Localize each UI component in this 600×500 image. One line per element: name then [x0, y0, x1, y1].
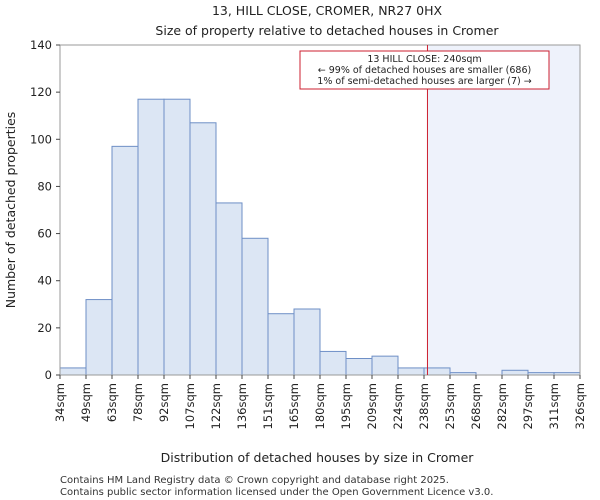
footer-line-2: Contains public sector information licen… [60, 487, 493, 498]
x-axis-title: Distribution of detached houses by size … [161, 450, 475, 465]
bar-195sqm [345, 358, 373, 376]
x-tick-label: 326sqm [573, 383, 587, 429]
x-tick-label: 297sqm [521, 383, 535, 429]
x-tick-label: 224sqm [391, 383, 405, 429]
bar-122sqm [215, 202, 243, 376]
x-tick-label: 34sqm [53, 383, 67, 422]
annotation-line-2: ← 99% of detached houses are smaller (68… [318, 65, 531, 76]
x-tick-label: 195sqm [339, 383, 353, 429]
x-tick-label: 253sqm [443, 383, 457, 429]
x-tick-label: 63sqm [105, 383, 119, 422]
bar-282sqm [501, 369, 529, 376]
x-tick-label: 238sqm [417, 383, 431, 429]
x-tick-label: 122sqm [209, 383, 223, 429]
x-tick-label: 92sqm [157, 383, 171, 422]
bar-92sqm [163, 98, 191, 376]
footer-line-1: Contains HM Land Registry data © Crown c… [60, 475, 449, 486]
bar-78sqm [137, 98, 165, 376]
chart-title: 13, HILL CLOSE, CROMER, NR27 0HX [212, 3, 443, 18]
annotation-line-3: 1% of semi-detached houses are larger (7… [317, 76, 531, 87]
bar-63sqm [111, 145, 139, 376]
bar-209sqm [371, 355, 399, 376]
x-tick-label: 151sqm [261, 383, 275, 429]
y-tick-label: 120 [30, 85, 52, 99]
bar-224sqm [397, 367, 425, 376]
y-tick-label: 60 [37, 227, 52, 241]
bar-136sqm [241, 237, 269, 376]
bar-180sqm [319, 350, 347, 376]
x-tick-label: 165sqm [287, 383, 301, 429]
y-tick-label: 80 [37, 179, 52, 193]
plot-area: 0 20 40 60 80 100 120 140 34sqm 49sqm 63sqm 78sqm 92… [30, 38, 587, 429]
highlight-region [427, 45, 580, 375]
x-tick-label: 49sqm [79, 383, 93, 422]
x-tick-label: 136sqm [235, 383, 249, 429]
x-tick-label: 107sqm [183, 383, 197, 429]
y-tick-label: 0 [45, 368, 52, 382]
bar-151sqm [267, 313, 295, 376]
y-tick-label: 100 [30, 132, 52, 146]
annotation-box [299, 50, 550, 90]
annotation-line-1: 13 HILL CLOSE: 240sqm [367, 54, 481, 65]
bar-107sqm [189, 122, 217, 376]
x-tick-label: 78sqm [131, 383, 145, 422]
y-tick-label: 140 [30, 38, 52, 52]
bar-34sqm [59, 367, 87, 376]
x-tick-label: 311sqm [547, 383, 561, 429]
chart-subtitle: Size of property relative to detached ho… [155, 23, 499, 38]
y-axis-title: Number of detached properties [3, 112, 18, 309]
bar-49sqm [85, 299, 113, 376]
y-tick-label: 40 [37, 274, 52, 288]
x-tick-label: 282sqm [495, 383, 509, 429]
x-tick-label: 180sqm [313, 383, 327, 429]
x-tick-label: 209sqm [365, 383, 379, 429]
x-tick-label: 268sqm [469, 383, 483, 429]
y-tick-label: 20 [37, 321, 52, 335]
bar-165sqm [293, 308, 321, 376]
